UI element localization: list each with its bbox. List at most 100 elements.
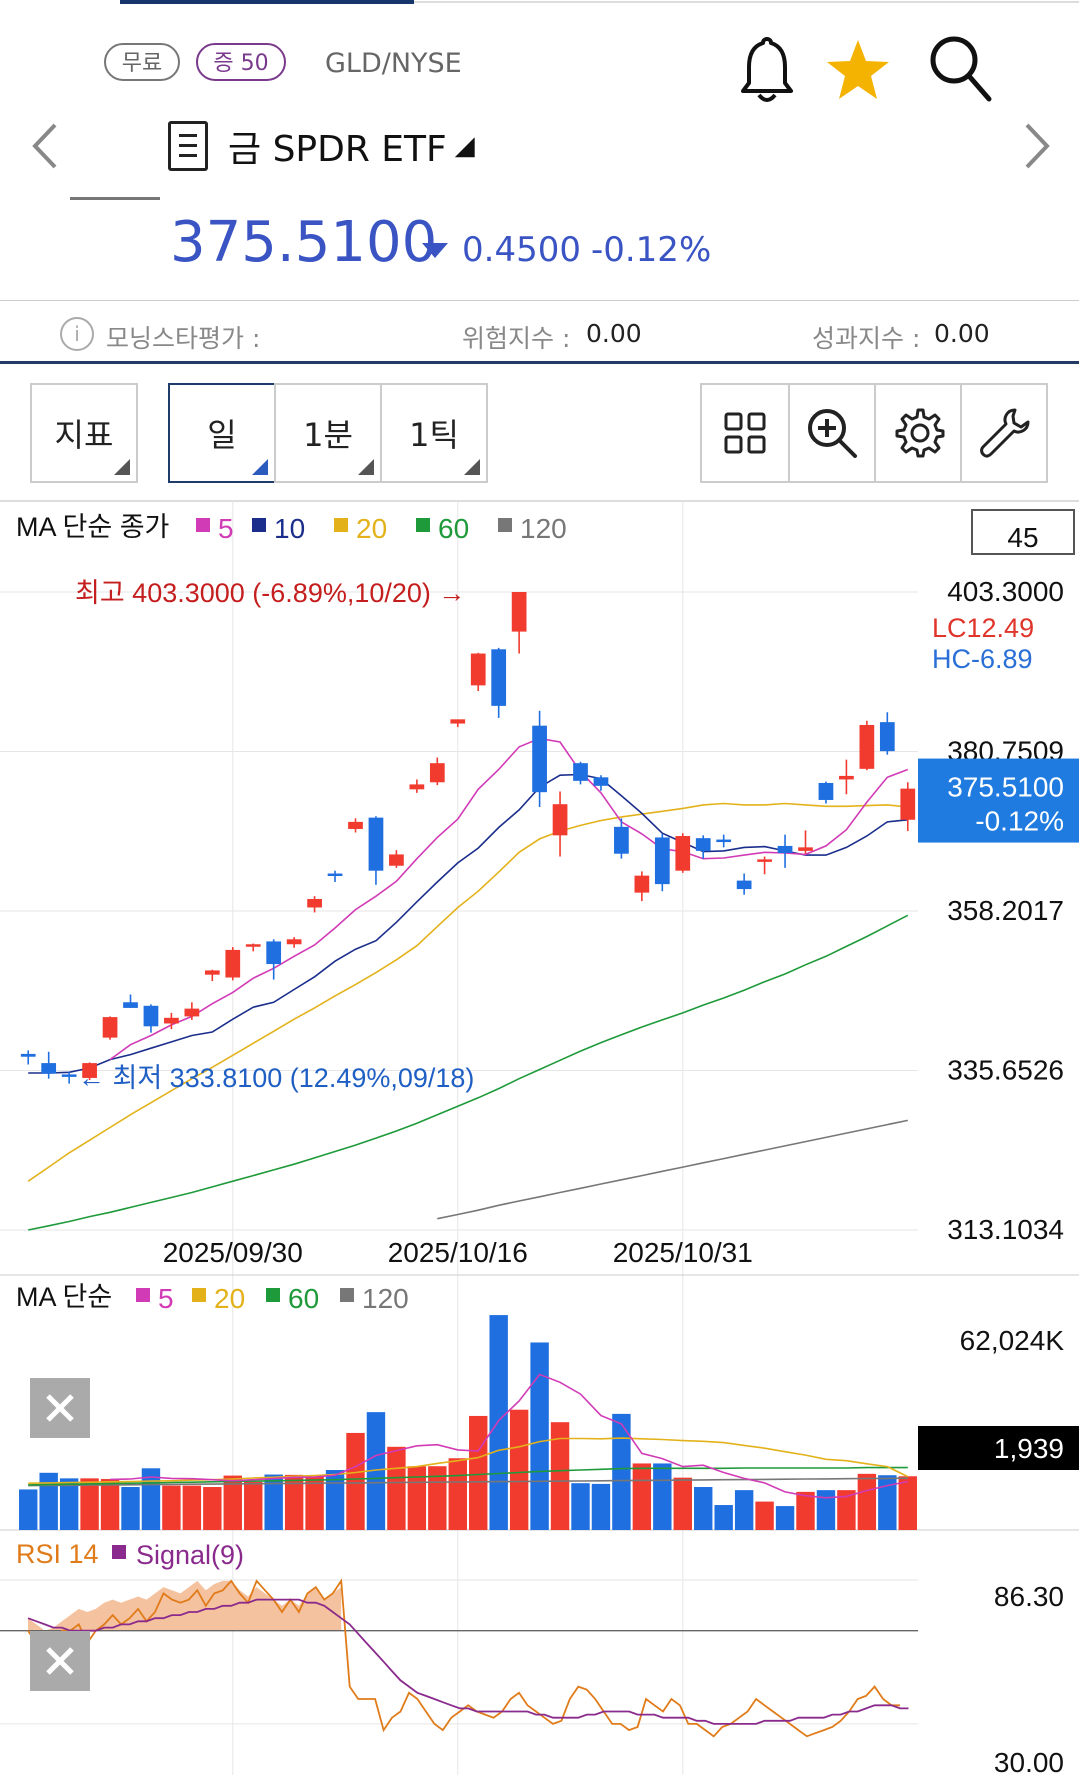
instrument-name: 금 SPDR ETF — [228, 129, 447, 170]
vol-ma5-line — [109, 1373, 908, 1499]
candle — [204, 970, 220, 975]
title-underline — [70, 197, 160, 200]
star-icon[interactable] — [820, 32, 896, 108]
rsi-y-tick-low: 30.00 — [994, 1747, 1064, 1775]
candle — [266, 941, 282, 965]
volume-bar — [775, 1506, 795, 1530]
legend-ma-60: 60 — [438, 513, 469, 544]
volume-bar — [59, 1478, 79, 1530]
vol-ma120-line — [28, 1477, 908, 1487]
candle — [818, 782, 834, 800]
candle — [102, 1017, 118, 1038]
ma20-line — [27, 802, 908, 1182]
price-y-tick: 335.6526 — [947, 1054, 1064, 1085]
zoom-button[interactable] — [788, 383, 876, 483]
count-box — [971, 509, 1075, 555]
chart-area[interactable]: MA 단순 종가 5 10 20 60 120 45 403.3000 380.7509 358.… — [0, 500, 1079, 1778]
volume-current-tag — [918, 1426, 1079, 1470]
candle — [654, 837, 670, 885]
volume-bar — [837, 1490, 856, 1530]
indicator-button[interactable]: 지표 — [30, 383, 138, 483]
volume-bar — [366, 1412, 386, 1530]
legend-ma-20: 20 — [356, 513, 387, 544]
close-icon — [46, 1647, 74, 1675]
candle — [41, 1063, 57, 1074]
candle — [532, 725, 547, 793]
candle — [879, 722, 895, 752]
performance-value: 0.00 — [934, 319, 990, 348]
ma60-line — [28, 914, 909, 1231]
rsi-signal-line — [27, 1598, 909, 1725]
volume-bar — [755, 1501, 774, 1530]
volume-bar — [223, 1475, 242, 1530]
volume-y-tick: 62,024K — [960, 1325, 1065, 1356]
candle — [327, 873, 343, 877]
candle — [900, 788, 916, 820]
info-icon[interactable]: i — [60, 317, 94, 351]
candle — [409, 784, 425, 790]
volume-bar — [734, 1490, 754, 1530]
candle — [225, 949, 241, 978]
exchange-label: GLD/NYSE — [325, 48, 462, 79]
period-1min-button[interactable]: 1분 — [274, 383, 382, 483]
volume-bar — [714, 1505, 733, 1530]
rsi-overbought-fill — [28, 1580, 342, 1631]
search-icon[interactable] — [922, 28, 998, 108]
date-x-tick: 2025/10/31 — [613, 1237, 753, 1268]
volume-bar — [39, 1472, 58, 1530]
volume-bar — [612, 1413, 631, 1530]
rsi-line — [27, 1578, 900, 1738]
stock-chart[interactable]: MA 단순 종가 5 10 20 60 120 45403.3000380.7509358.… — [0, 500, 1079, 1778]
volume-bar — [284, 1474, 304, 1530]
vol-legend-ma-60: 60 — [288, 1283, 319, 1314]
volume-bar — [387, 1446, 406, 1530]
volume-bar — [898, 1476, 917, 1530]
change-value: 0.4500 — [462, 230, 581, 270]
volume-bar — [448, 1458, 467, 1530]
vol-legend-ma-120: 120 — [362, 1283, 409, 1314]
count-box-value: 45 — [1007, 522, 1038, 553]
volume-bar — [19, 1489, 38, 1530]
price-y-tick: 403.3000 — [947, 576, 1064, 607]
daily-label: 일 — [207, 416, 237, 454]
legend-ma-5: 5 — [218, 513, 234, 544]
volume-bar — [346, 1432, 365, 1530]
settings-button[interactable] — [874, 383, 962, 483]
candle — [859, 724, 875, 769]
legend-swatch — [340, 1288, 354, 1302]
price-ma-legend-title: MA 단순 종가 — [16, 512, 169, 542]
chevron-left-icon[interactable] — [24, 118, 64, 174]
price-y-tick: 313.1034 — [947, 1214, 1064, 1245]
wrench-icon — [980, 408, 1030, 458]
morningstar-label: 모닝스타평가 : — [106, 324, 261, 353]
volume-bar — [591, 1483, 611, 1530]
instrument-title[interactable]: 금 SPDR ETF ◢ — [168, 118, 475, 174]
period-1tick-button[interactable]: 1틱 — [380, 383, 488, 483]
layout-grid-button[interactable] — [700, 383, 790, 483]
candle — [368, 817, 384, 871]
current-price-tag-pct: -0.12% — [975, 806, 1064, 837]
active-tab-indicator — [120, 0, 414, 4]
period-daily-button[interactable]: 일 — [168, 383, 276, 483]
volume-bar — [673, 1477, 692, 1530]
legend-swatch — [334, 518, 348, 532]
volume-bar — [694, 1487, 713, 1530]
bell-icon[interactable] — [732, 30, 802, 110]
tools-button[interactable] — [960, 383, 1048, 483]
legend-swatch — [498, 518, 512, 532]
volume-bar — [489, 1315, 508, 1530]
candle — [716, 839, 732, 843]
date-x-tick: 2025/10/16 — [388, 1237, 528, 1268]
candle — [429, 763, 445, 783]
margin-badge: 증 50 — [196, 43, 286, 81]
candle — [839, 775, 854, 780]
volume-bar — [305, 1476, 324, 1530]
candle — [307, 898, 322, 908]
vol-legend-ma-20: 20 — [214, 1283, 245, 1314]
chevron-right-icon[interactable] — [1018, 118, 1058, 174]
risk-value: 0.00 — [586, 319, 642, 348]
price-change: 0.4500 -0.12% — [422, 230, 711, 270]
volume-bar — [469, 1415, 488, 1530]
candle — [82, 1063, 97, 1078]
legend-swatch — [416, 518, 430, 532]
